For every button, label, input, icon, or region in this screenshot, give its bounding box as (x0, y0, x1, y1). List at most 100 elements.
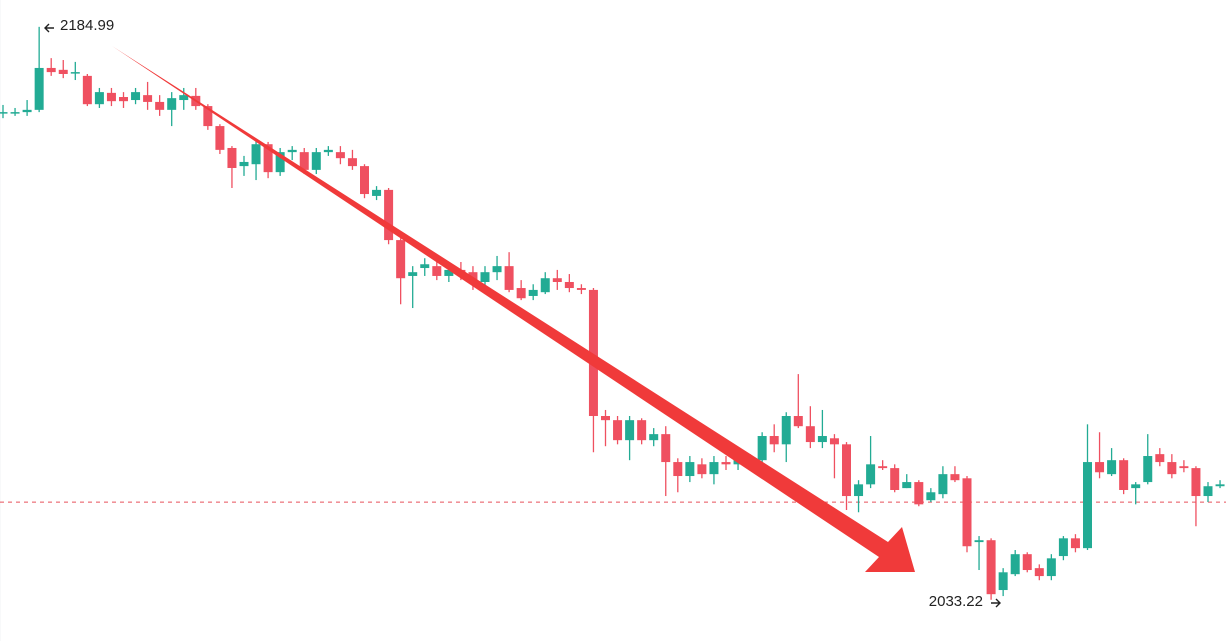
candle-body (1034, 568, 1044, 577)
candle-body (625, 420, 635, 441)
candle-body (649, 434, 659, 441)
candle-body (781, 416, 791, 445)
candle-body (673, 462, 683, 477)
candle-body (805, 426, 815, 443)
candle-body (492, 266, 502, 273)
candle-body (721, 462, 731, 465)
left-arrow-icon (44, 23, 54, 33)
candle-body (661, 434, 671, 463)
candle-body (516, 288, 526, 299)
candle-body (1022, 554, 1032, 571)
candle-body (709, 462, 719, 475)
candle-body (564, 281, 574, 289)
candle-body (613, 420, 623, 441)
candle-body (685, 462, 695, 477)
candle-body (227, 147, 237, 168)
candle-body (299, 152, 309, 170)
high-label: 2184.99 (60, 17, 114, 34)
candle-body (34, 67, 44, 110)
candle-body (1179, 466, 1189, 469)
candle-body (540, 278, 550, 293)
low-label: 2033.22 (929, 593, 983, 610)
candle-body (504, 266, 514, 290)
candles (0, 26, 1226, 600)
candle-body (360, 166, 369, 195)
candle-body (1083, 462, 1092, 549)
trend-arrow (112, 46, 915, 572)
candle-body (94, 92, 104, 105)
candle-body (444, 269, 454, 276)
candle-body (0, 112, 8, 114)
candle-body (817, 436, 827, 443)
candle-body (950, 474, 960, 481)
candle-body (637, 420, 647, 441)
candle-body (552, 278, 562, 282)
candle-body (82, 75, 92, 105)
candle-body (890, 468, 900, 490)
candle-body (179, 95, 189, 101)
candle-body (432, 266, 442, 276)
candle-body (347, 158, 357, 167)
candle-body (757, 436, 767, 461)
candle-body (962, 478, 972, 547)
candle-body (1095, 462, 1105, 473)
candle-body (1058, 538, 1068, 557)
candle-body (1143, 456, 1153, 483)
candle-body (311, 152, 321, 170)
candle-body (167, 98, 177, 110)
right-arrow-icon (991, 598, 1001, 608)
candle-body (914, 482, 924, 505)
high-annotation: 2184.99 (44, 17, 114, 34)
candle-body (372, 189, 382, 196)
candle-body (588, 289, 598, 417)
candle-body (601, 416, 610, 421)
candle-body (528, 289, 538, 296)
candle-body (902, 482, 912, 489)
candle-body (10, 112, 20, 114)
candle-body (866, 464, 876, 485)
candle-body (396, 240, 406, 279)
candle-body (275, 152, 285, 173)
candle-body (215, 126, 225, 150)
candle-body (1167, 462, 1177, 475)
candle-body (697, 464, 707, 475)
candle-body (408, 272, 418, 276)
candle-body (793, 416, 803, 427)
candle-body (106, 92, 116, 102)
candle-body (131, 92, 141, 101)
candle-body (251, 144, 261, 165)
candle-body (1070, 538, 1080, 549)
candle-body (22, 109, 32, 113)
candle-body (323, 149, 333, 153)
candle-body (1010, 554, 1020, 575)
candle-body (1107, 460, 1117, 475)
candle-body (143, 95, 153, 102)
candle-body (287, 149, 297, 153)
candle-body (926, 492, 936, 501)
candle-body (119, 97, 128, 102)
candle-body (1203, 486, 1213, 497)
candle-body (420, 264, 430, 269)
candle-body (335, 152, 345, 159)
candle-body (854, 484, 864, 497)
candle-body (1155, 454, 1165, 463)
candle-body (58, 69, 68, 74)
candle-body (1119, 460, 1129, 490)
candle-body (1131, 484, 1141, 489)
candle-body (769, 436, 779, 445)
candle-body (46, 67, 56, 73)
candle-body (263, 144, 273, 173)
candle-body (155, 101, 165, 110)
candle-body (829, 438, 839, 445)
candle-body (70, 72, 80, 74)
candle-body (998, 572, 1008, 591)
candle-body (842, 444, 851, 497)
candle-body (974, 540, 984, 543)
candle-body (878, 466, 888, 469)
candle-body (938, 474, 948, 495)
candle-body (576, 288, 586, 290)
candle-body (203, 106, 213, 127)
candle-body (480, 272, 490, 282)
candle-body (986, 540, 996, 595)
